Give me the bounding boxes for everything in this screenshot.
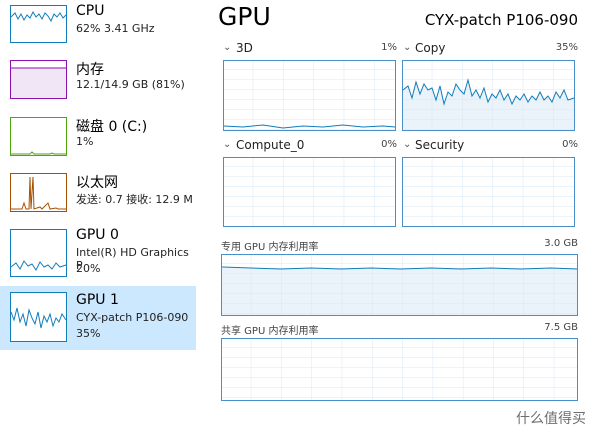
graph-value: 0% (381, 139, 397, 150)
device-name: CYX-patch P106-090 (424, 11, 578, 29)
graph-line (402, 78, 575, 106)
memory-item[interactable]: 内存 12.1/14.9 GB (81%) (0, 56, 196, 114)
cpu-thumb (10, 5, 67, 43)
gpu1-item[interactable]: GPU 1 CYX-patch P106-090 35% (0, 286, 196, 350)
memory-value: 3.0 GB (544, 238, 578, 249)
graph-compute (223, 157, 396, 227)
graph-frame (221, 254, 578, 316)
disk-item[interactable]: 磁盘 0 (C:) 1% (0, 113, 196, 171)
item-name: 以太网 (76, 175, 118, 191)
item-name: 磁盘 0 (C:) (76, 119, 148, 135)
item-detail: CYX-patch P106-090 (76, 311, 189, 324)
thumb-line (10, 10, 67, 23)
graph-label: 3D (236, 41, 253, 55)
graph-dedicated-memory (221, 254, 578, 316)
cpu-item[interactable]: CPU 62% 3.41 GHz (0, 0, 196, 58)
graph-frame (223, 60, 396, 131)
item-detail: 62% 3.41 GHz (76, 22, 155, 35)
memory-value: 7.5 GB (544, 322, 578, 333)
memory-label: 共享 GPU 内存利用率 (221, 326, 319, 337)
gpu1-thumb (10, 292, 67, 342)
panel-title: GPU (218, 2, 271, 31)
item-value: 35% (76, 327, 101, 340)
thumb-frame (10, 117, 67, 156)
graph-shared-memory (221, 338, 578, 401)
graph-label: Copy (415, 41, 446, 55)
graph-line (221, 266, 578, 270)
graph-frame (402, 60, 575, 131)
watermark: 什么值得买 (516, 411, 586, 427)
graph-frame (223, 157, 396, 227)
ethernet-item[interactable]: 以太网 发送: 0.7 接收: 12.9 M (0, 169, 196, 227)
gpu0-item[interactable]: GPU 0 Intel(R) HD Graphics P 20% (0, 225, 196, 285)
item-name: CPU (76, 3, 105, 19)
item-name: GPU 0 (76, 227, 119, 243)
item-detail: 12.1/14.9 GB (81%) (76, 78, 185, 91)
item-detail: 1% (76, 135, 94, 148)
disk-thumb (10, 117, 67, 156)
graph-security (402, 157, 575, 227)
item-name: GPU 1 (76, 292, 119, 308)
memory-thumb (10, 60, 67, 99)
graph-line (223, 124, 396, 129)
thumb-fill (11, 68, 66, 98)
graph-value: 35% (555, 42, 578, 53)
thumb-line (11, 176, 66, 210)
chevron[interactable]: ⌄ (403, 139, 412, 150)
thumb-line (11, 151, 66, 155)
chevron[interactable]: ⌄ (223, 139, 232, 150)
graph-label: Security (415, 138, 465, 152)
gpu0-thumb (10, 229, 67, 277)
chevron[interactable]: ⌄ (223, 42, 232, 53)
graph-frame (402, 157, 575, 227)
item-detail: Intel(R) HD Graphics P (76, 246, 189, 272)
thumb-line (10, 307, 67, 329)
graph-value: 1% (381, 42, 397, 53)
thumb-frame (10, 229, 67, 277)
thumb-frame (10, 173, 67, 212)
sidebar: CPU 62% 3.41 GHz 内存 12.1/14.9 GB (81%) 磁… (0, 0, 196, 438)
graph-value: 0% (562, 139, 578, 150)
ethernet-thumb (10, 173, 67, 212)
graph-label: Compute_0 (236, 138, 305, 152)
item-detail: 发送: 0.7 接收: 12.9 M (76, 193, 193, 206)
item-name: 内存 (76, 62, 104, 78)
graph-3d (223, 60, 396, 131)
chevron[interactable]: ⌄ (403, 42, 412, 53)
detail-panel: GPU CYX-patch P106-090 ⌄ 3D 1% ⌄ Copy 35… (198, 0, 600, 438)
thumb-line (10, 260, 67, 271)
graph-copy (402, 60, 575, 131)
item-value: 20% (76, 262, 101, 275)
graph-frame (221, 338, 578, 401)
memory-label: 专用 GPU 内存利用率 (221, 242, 319, 253)
thumb-frame (10, 5, 67, 43)
